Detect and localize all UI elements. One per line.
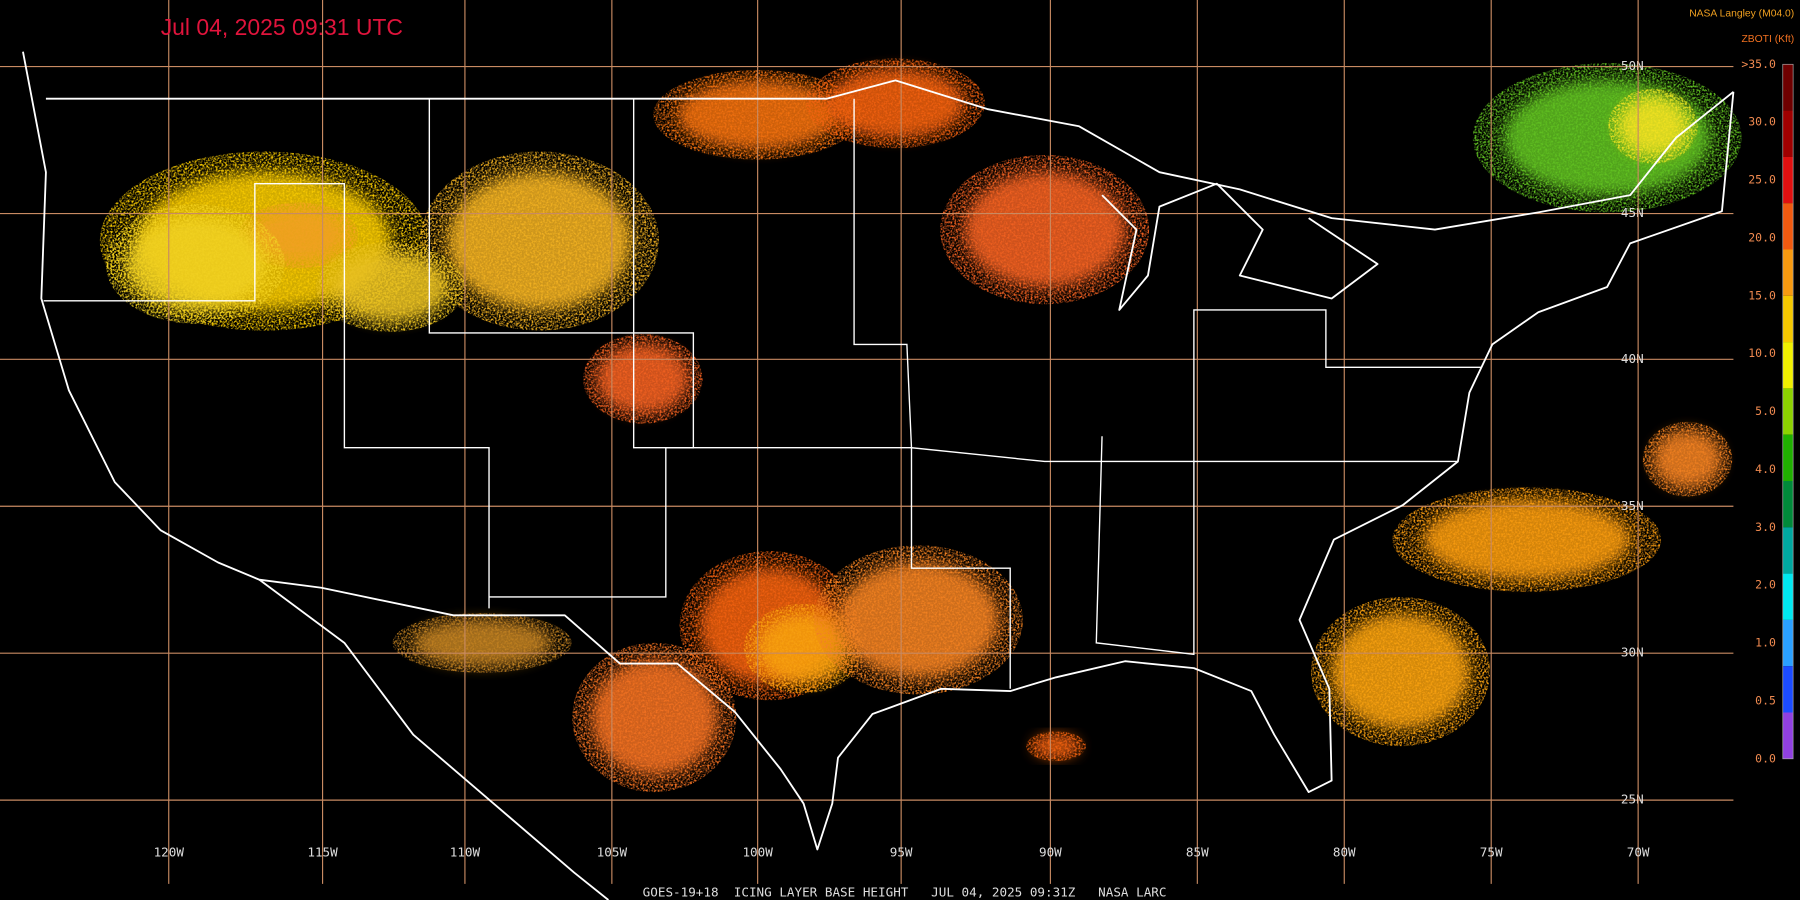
legend-label: 0.5 — [1755, 693, 1776, 707]
legend-swatch — [1782, 249, 1794, 296]
legend-swatch — [1782, 342, 1794, 389]
cloud-texture — [315, 242, 465, 332]
state-lines — [853, 98, 1458, 463]
lon-label: 90W — [1039, 844, 1062, 859]
boundaries — [22, 51, 1735, 900]
mexico-coast — [258, 578, 609, 900]
us-outline — [22, 51, 1735, 851]
cloud-texture — [1642, 421, 1733, 497]
color-legend: >35.0 30.0 25.0 20.0 15.0 10.0 5.0 4.0 3.0 2.0 1.0… — [1741, 57, 1794, 765]
legend-swatch — [1782, 203, 1794, 250]
lon-label: 75W — [1480, 844, 1503, 859]
cloud-texture — [1026, 731, 1086, 762]
footer: GOES-19+18 ICING LAYER BASE HEIGHT JUL 0… — [643, 885, 1167, 900]
cloud-texture — [813, 545, 1023, 695]
legend-swatch — [1782, 480, 1794, 528]
lat-label: 45N — [1621, 205, 1644, 220]
lon-label: 120W — [154, 844, 185, 859]
lon-label: 85W — [1186, 844, 1209, 859]
legend-label: 4.0 — [1755, 462, 1776, 476]
legend-label: 3.0 — [1755, 520, 1776, 534]
cloud-texture — [392, 613, 572, 673]
cloud-texture — [420, 151, 659, 331]
legend-label: 1.0 — [1755, 636, 1776, 650]
legend-swatch — [1782, 712, 1794, 759]
cloud-texture — [1608, 88, 1698, 164]
legend-swatch — [1782, 434, 1794, 481]
legend-label: 25.0 — [1748, 173, 1776, 187]
legend-swatch — [1782, 666, 1794, 713]
legend-label: 0.0 — [1755, 751, 1776, 765]
state-lines — [43, 182, 490, 609]
legend-label: 5.0 — [1755, 404, 1776, 418]
legend-label: 30.0 — [1748, 115, 1776, 129]
cloud-texture — [572, 642, 737, 793]
legend-swatch — [1782, 619, 1794, 667]
product-label: ZBOTI (Kft) — [1741, 34, 1794, 45]
northern-border — [45, 79, 1734, 231]
state-lines — [1095, 309, 1481, 656]
cloud-texture — [940, 154, 1150, 305]
great-lakes — [1101, 182, 1379, 311]
legend-label: 15.0 — [1748, 288, 1776, 302]
legend-label: >35.0 — [1741, 57, 1776, 71]
legend-frame — [1782, 63, 1794, 760]
legend-label: 10.0 — [1748, 346, 1776, 360]
graticule: 50N 45N 40N 35N 30N 25N 120W 115W 110W 105W 100W 95… — [0, 0, 1734, 884]
legend-swatch — [1782, 156, 1794, 204]
lon-label: 100W — [742, 844, 773, 859]
timestamp: Jul 04, 2025 09:31 UTC — [161, 14, 403, 40]
lon-label: 115W — [307, 844, 338, 859]
cloud-texture — [105, 204, 285, 324]
source-label: NASA Langley (M04.0) — [1689, 9, 1794, 20]
cloud-texture — [583, 334, 703, 424]
cloud-texture — [805, 58, 985, 149]
legend-label: 2.0 — [1755, 578, 1776, 592]
lon-label: 105W — [597, 844, 628, 859]
cloud-field — [99, 58, 1742, 793]
cloud-texture — [1392, 487, 1662, 592]
legend-swatch — [1782, 388, 1794, 435]
cloud-texture — [1310, 596, 1491, 747]
state-lines — [632, 98, 1011, 689]
lon-label: 110W — [450, 844, 481, 859]
lat-label: 30N — [1621, 645, 1644, 660]
legend-label: 20.0 — [1748, 230, 1776, 244]
lat-label: 40N — [1621, 351, 1644, 366]
legend-swatch — [1782, 110, 1794, 157]
cloud-texture — [1472, 63, 1742, 213]
legend-swatch — [1782, 573, 1794, 620]
lat-label: 35N — [1621, 498, 1644, 513]
legend-swatch — [1782, 527, 1794, 574]
lon-label: 70W — [1627, 844, 1650, 859]
lat-label: 50N — [1621, 58, 1644, 73]
legend-swatch — [1782, 295, 1794, 343]
lon-label: 80W — [1333, 844, 1356, 859]
lon-label: 95W — [890, 844, 913, 859]
lat-label: 25N — [1621, 792, 1644, 807]
legend-swatch — [1782, 64, 1794, 111]
